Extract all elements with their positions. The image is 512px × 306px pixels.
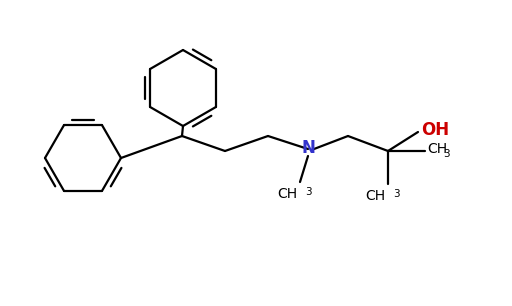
Text: OH: OH — [421, 121, 449, 139]
Text: CH: CH — [427, 142, 447, 156]
Text: CH: CH — [365, 189, 385, 203]
Text: N: N — [301, 139, 315, 157]
Text: 3: 3 — [393, 189, 400, 199]
Text: CH: CH — [277, 187, 297, 201]
Text: 3: 3 — [443, 149, 450, 159]
Text: 3: 3 — [305, 187, 312, 197]
